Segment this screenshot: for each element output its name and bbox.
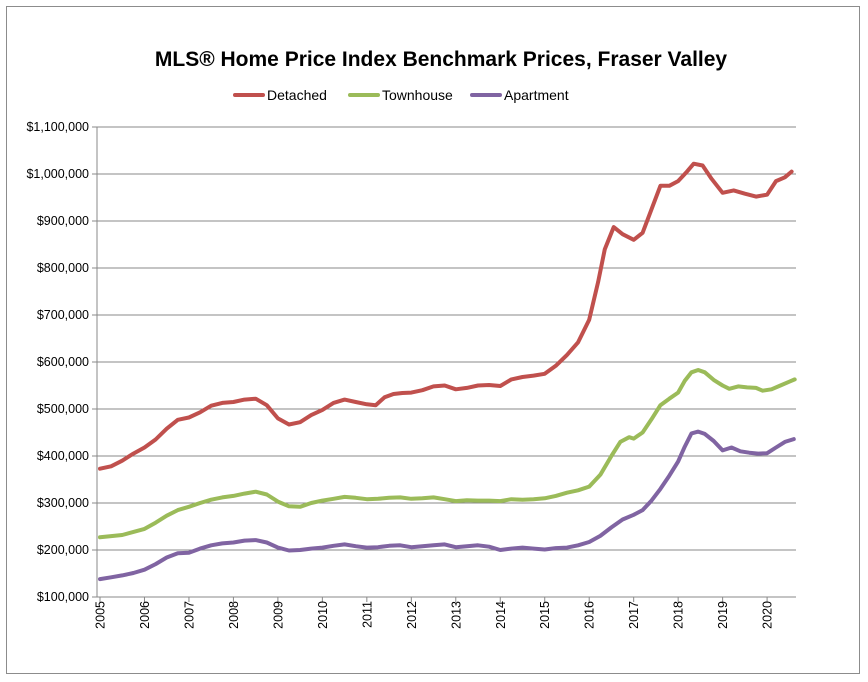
- legend-item-townhouse: Townhouse: [348, 87, 453, 103]
- series-line-apartment: [98, 429, 796, 582]
- y-tick-label: $900,000: [37, 214, 89, 228]
- x-tick-label: 2010: [316, 601, 330, 629]
- y-tick-label: $800,000: [37, 261, 89, 275]
- y-tick-label: $100,000: [37, 590, 89, 604]
- legend-label: Apartment: [504, 87, 569, 103]
- x-tick-label: 2015: [538, 601, 552, 629]
- series-line-townhouse: [98, 368, 797, 540]
- x-tick-label: 2011: [360, 601, 374, 628]
- y-tick-label: $700,000: [37, 308, 89, 322]
- y-tick-label: $300,000: [37, 496, 89, 510]
- x-tick-label: 2006: [138, 601, 152, 629]
- plot-area: [98, 161, 797, 582]
- y-tick-label: $400,000: [37, 449, 89, 463]
- chart-legend: Detached Townhouse Apartment: [233, 87, 569, 103]
- y-axis: $100,000 $200,000 $300,000 $400,000 $500,000…: [26, 120, 98, 604]
- x-tick-label: 2019: [716, 601, 730, 629]
- chart-title: MLS® Home Price Index Benchmark Prices, …: [155, 48, 728, 71]
- x-tick-label: 2008: [227, 601, 241, 629]
- y-tick-label: $1,000,000: [26, 167, 89, 181]
- x-tick-label: 2020: [761, 601, 775, 629]
- x-tick-label: 2007: [182, 601, 196, 629]
- series-line-detached: [98, 161, 794, 471]
- x-tick-label: 2013: [449, 601, 463, 629]
- x-tick-label: 2012: [405, 601, 419, 629]
- x-tick-label: 2005: [94, 601, 108, 629]
- y-tick-label: $600,000: [37, 355, 89, 369]
- y-tick-label: $1,100,000: [26, 120, 89, 134]
- x-tick-label: 2014: [494, 601, 508, 629]
- gridlines: [97, 126, 796, 598]
- legend-item-detached: Detached: [233, 87, 327, 103]
- x-axis: 2005 2006 2007 2008 2009 2010 2011 2012 2013 2014…: [94, 596, 796, 629]
- x-tick-label: 2017: [627, 601, 641, 629]
- legend-label: Detached: [267, 87, 327, 103]
- x-tick-label: 2016: [583, 601, 597, 629]
- x-tick-label: 2018: [672, 601, 686, 629]
- y-tick-label: $500,000: [37, 402, 89, 416]
- legend-item-apartment: Apartment: [470, 87, 569, 103]
- legend-label: Townhouse: [382, 87, 453, 103]
- x-tick-label: 2009: [271, 601, 285, 629]
- chart-frame: [6, 6, 860, 674]
- y-tick-label: $200,000: [37, 543, 89, 557]
